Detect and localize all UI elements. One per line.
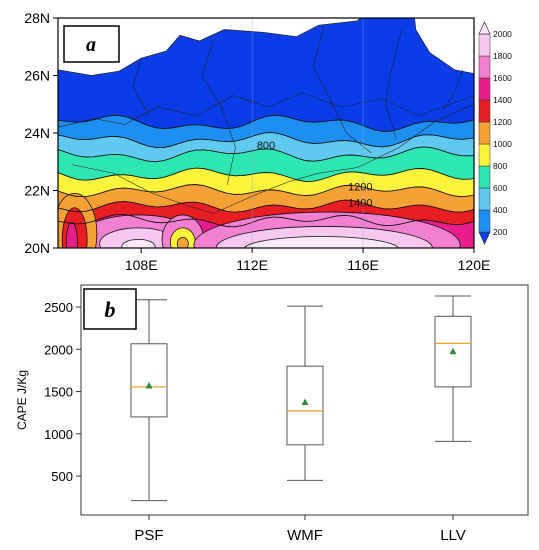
land-mass: [414, 18, 474, 74]
cape-lobe: [243, 236, 400, 248]
colorbar-segment: [478, 33, 491, 57]
box-x-ticks: PSF WMF LLV: [134, 515, 466, 544]
box-y-ticks: 500 1000 1500 2000 2500: [44, 300, 81, 484]
contour-label: 800: [257, 140, 275, 152]
mean-marker: [449, 347, 457, 355]
colorbar-segment: [478, 77, 491, 101]
x-tick-label: 120E: [458, 257, 491, 273]
cape-lobe: [65, 221, 78, 248]
contour-line: [58, 114, 474, 132]
box-llv: [434, 295, 472, 442]
border-line: [312, 26, 372, 154]
y-tick-label: 24N: [24, 125, 50, 141]
y-tick-label: 2000: [44, 342, 73, 357]
box-wmf: [286, 305, 324, 481]
colorbar-label: 1200: [493, 117, 512, 127]
panel-b-label: b: [83, 288, 137, 330]
contour-label: 1400: [348, 197, 372, 209]
colorbar-label: 1400: [493, 95, 512, 105]
colorbar-arrow: [478, 231, 491, 245]
colorbar-label: 1600: [493, 73, 512, 83]
x-tick-label: 112E: [236, 257, 268, 273]
colorbar-label: 400: [493, 205, 507, 215]
border-line: [58, 92, 474, 128]
y-tick-label: 26N: [24, 68, 50, 84]
panel-a-label: a: [63, 25, 120, 63]
box-body: [286, 365, 324, 446]
border-line: [201, 40, 236, 185]
colorbar-label: 1000: [493, 139, 512, 149]
colorbar-label: 200: [493, 227, 507, 237]
y-tick-label: 28N: [24, 10, 50, 26]
border-line: [443, 69, 464, 111]
island-outline: [166, 251, 210, 269]
contour-labels: 800 1200 1400: [257, 140, 373, 210]
x-tick-label: 116E: [347, 257, 379, 273]
cape-lobe: [121, 238, 156, 248]
mean-marker: [145, 382, 153, 389]
mean-marker: [301, 398, 309, 406]
contour-label: 1200: [348, 182, 372, 194]
x-tick-label: PSF: [134, 527, 163, 544]
colorbar-segment: [478, 121, 491, 145]
contour-line: [58, 132, 474, 149]
x-tick-label: 108E: [125, 257, 158, 273]
box-psf: [130, 299, 168, 502]
x-tick-label: WMF: [287, 527, 323, 544]
border-line: [71, 104, 474, 214]
panel-b-letter: b: [105, 297, 116, 322]
colorbar-arrow: [478, 21, 491, 35]
contour-line: [58, 184, 474, 198]
contour-line: [58, 146, 474, 163]
contour-line: [58, 167, 474, 182]
border-line: [132, 58, 150, 116]
y-tick-label: 22N: [24, 183, 50, 199]
land-mass: [58, 18, 361, 76]
coastlines: [58, 18, 474, 269]
colorbar-label: 800: [493, 161, 507, 171]
y-tick-label: 1000: [44, 427, 73, 442]
map-x-ticks: 108E 112E 116E 120E: [125, 248, 491, 273]
box-body: [130, 343, 168, 418]
y-tick-label: 1500: [44, 385, 73, 400]
y-tick-label: 2500: [44, 300, 73, 315]
panel-a-map: 108E 112E 116E 120E 20N 22N 24N 26N 28N 800 1200…: [24, 10, 512, 273]
colorbar-segment: [478, 187, 491, 211]
colorbar: 200 400 600 800 1000 1200 1400 1600 1800 2000: [478, 21, 512, 245]
colorbar-label: 2000: [493, 29, 512, 39]
contour-line: [58, 199, 474, 213]
border-line: [385, 29, 403, 139]
y-tick-label: 500: [51, 469, 73, 484]
y-axis-label: CAPE J/Kg: [15, 370, 29, 430]
colorbar-segment: [478, 99, 491, 123]
panel-a-letter: a: [86, 34, 96, 56]
colorbar-segment: [478, 143, 491, 167]
colorbar-segment: [478, 165, 491, 189]
colorbar-segment: [478, 209, 491, 233]
colorbar-segment: [478, 55, 491, 79]
contour-lines: [58, 114, 474, 228]
contour-line: [58, 214, 474, 228]
colorbar-label: 1800: [493, 51, 512, 61]
x-tick-label: LLV: [440, 527, 466, 544]
map-y-ticks: 20N 22N 24N 26N 28N: [24, 10, 58, 256]
cape-lobe: [176, 236, 189, 248]
y-tick-label: 20N: [24, 240, 50, 256]
box-series: [130, 295, 472, 502]
colorbar-label: 600: [493, 183, 507, 193]
